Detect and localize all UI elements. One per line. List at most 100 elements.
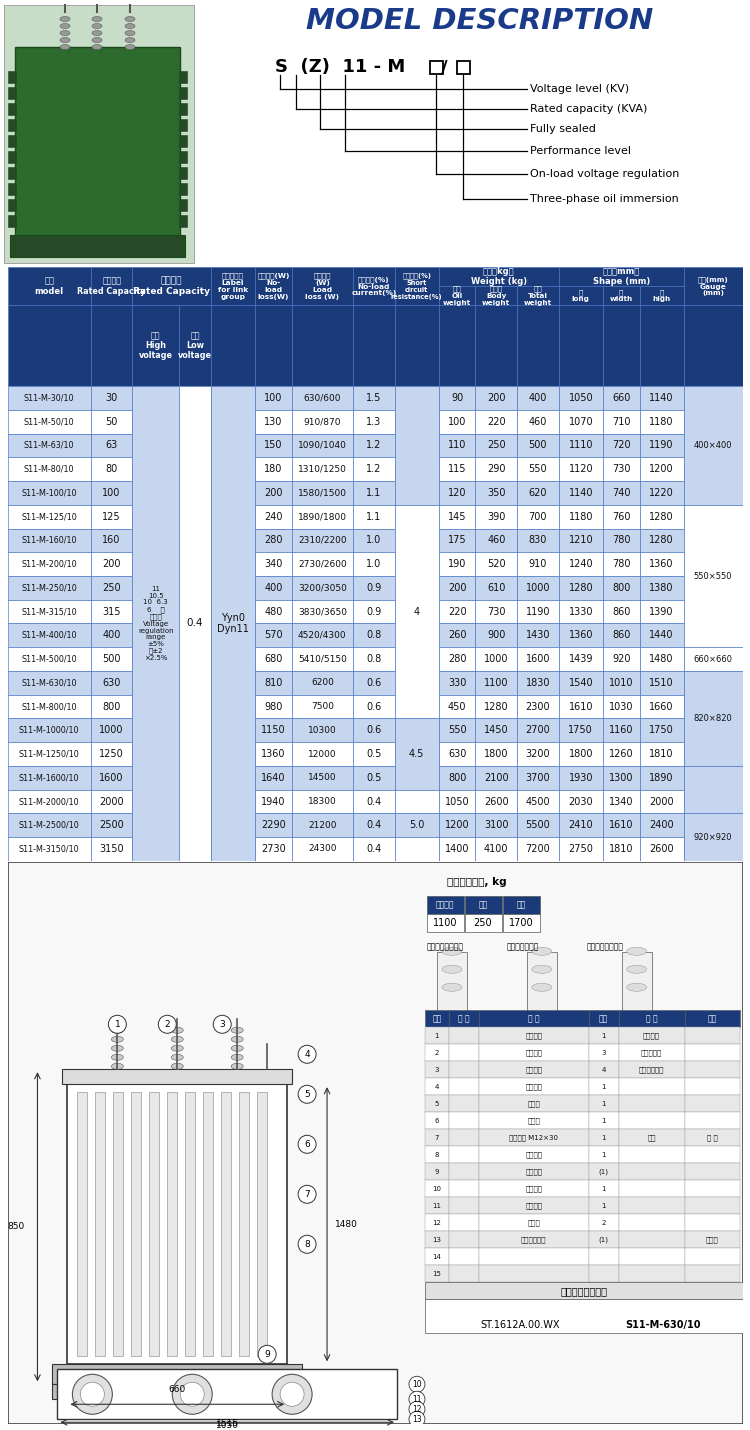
Bar: [685, 1130, 740, 1147]
Bar: [684, 386, 742, 505]
Bar: [8, 599, 91, 623]
Text: 1190: 1190: [526, 606, 550, 616]
Bar: [179, 386, 211, 861]
Bar: [589, 1214, 619, 1231]
Bar: [603, 576, 640, 599]
Bar: [449, 1180, 478, 1197]
Text: 额定容量
Rated Capacity: 额定容量 Rated Capacity: [134, 276, 210, 296]
Text: 460: 460: [529, 416, 547, 426]
Text: Three-phase oil immersion: Three-phase oil immersion: [530, 194, 679, 204]
Ellipse shape: [92, 30, 102, 36]
Text: 200: 200: [102, 559, 121, 569]
Bar: [8, 305, 91, 386]
Ellipse shape: [92, 37, 102, 43]
Bar: [449, 1197, 478, 1214]
Bar: [685, 1113, 740, 1130]
Text: 14: 14: [433, 1254, 441, 1260]
Text: 125: 125: [102, 512, 121, 522]
Bar: [179, 167, 187, 179]
Bar: [685, 1078, 740, 1095]
Text: 1: 1: [602, 1151, 606, 1158]
Text: ST.1612A.00.WX: ST.1612A.00.WX: [481, 1320, 560, 1330]
Bar: [255, 305, 292, 386]
Text: 10300: 10300: [308, 726, 337, 735]
Bar: [439, 789, 476, 814]
Text: 110: 110: [448, 440, 466, 450]
Bar: [353, 410, 395, 433]
Text: 0.4: 0.4: [366, 797, 382, 807]
Text: 1210: 1210: [568, 535, 593, 545]
Text: 数量: 数量: [599, 1014, 608, 1024]
Bar: [8, 529, 91, 552]
Text: 1660: 1660: [650, 702, 674, 712]
Text: 115: 115: [448, 465, 466, 475]
Ellipse shape: [92, 23, 102, 29]
Bar: [425, 1197, 449, 1214]
Text: 570: 570: [264, 631, 283, 641]
Bar: [394, 718, 439, 789]
Bar: [255, 386, 292, 410]
Ellipse shape: [231, 1064, 243, 1070]
Bar: [292, 599, 353, 623]
Text: 波纹箱: 波纹箱: [527, 1117, 540, 1124]
Bar: [589, 1147, 619, 1163]
Ellipse shape: [111, 1037, 123, 1042]
Bar: [640, 576, 684, 599]
Text: 高压
High
voltage: 高压 High voltage: [139, 330, 172, 360]
Text: 宽
width: 宽 width: [610, 289, 633, 302]
Bar: [353, 552, 395, 576]
Bar: [439, 742, 476, 766]
Text: 760: 760: [612, 512, 631, 522]
Bar: [221, 1093, 231, 1356]
Bar: [439, 623, 476, 648]
Text: 550: 550: [448, 725, 466, 735]
Ellipse shape: [627, 984, 646, 991]
Text: 2300: 2300: [526, 702, 550, 712]
Bar: [255, 576, 292, 599]
Text: 1800: 1800: [484, 749, 508, 759]
Text: 15: 15: [433, 1271, 441, 1277]
Bar: [91, 718, 133, 742]
Bar: [517, 286, 559, 305]
Text: 0.4: 0.4: [366, 821, 382, 831]
Bar: [457, 61, 470, 74]
Text: 1.5: 1.5: [366, 393, 382, 403]
Text: 730: 730: [487, 606, 506, 616]
Bar: [559, 576, 603, 599]
Bar: [91, 386, 133, 410]
Bar: [476, 433, 517, 458]
Text: 1310/1250: 1310/1250: [298, 465, 346, 473]
Text: 1050: 1050: [568, 393, 593, 403]
Bar: [559, 458, 603, 480]
Text: 1: 1: [602, 1032, 606, 1038]
Text: 磁瓶和接线端子: 磁瓶和接线端子: [507, 942, 539, 951]
Bar: [439, 837, 476, 861]
Ellipse shape: [171, 1027, 183, 1034]
Circle shape: [298, 1135, 316, 1153]
Bar: [8, 216, 16, 227]
Bar: [8, 72, 16, 83]
Bar: [8, 87, 16, 99]
Bar: [292, 410, 353, 433]
Bar: [465, 914, 502, 932]
Bar: [559, 766, 603, 789]
Bar: [449, 1095, 478, 1113]
Bar: [603, 789, 640, 814]
Text: 12000: 12000: [308, 749, 337, 758]
Bar: [95, 1093, 105, 1356]
Text: 80: 80: [106, 465, 118, 475]
Bar: [353, 742, 395, 766]
Text: 1340: 1340: [609, 797, 634, 807]
Bar: [353, 458, 395, 480]
Bar: [8, 410, 91, 433]
Bar: [425, 1061, 449, 1078]
Bar: [449, 1231, 478, 1248]
Bar: [640, 505, 684, 529]
Bar: [133, 267, 211, 305]
Text: 序号: 序号: [432, 1014, 442, 1024]
Text: 温度计管及阀: 温度计管及阀: [521, 1237, 547, 1243]
Bar: [603, 648, 640, 671]
Text: 4100: 4100: [484, 844, 508, 854]
Ellipse shape: [627, 947, 646, 955]
Bar: [449, 1078, 478, 1095]
